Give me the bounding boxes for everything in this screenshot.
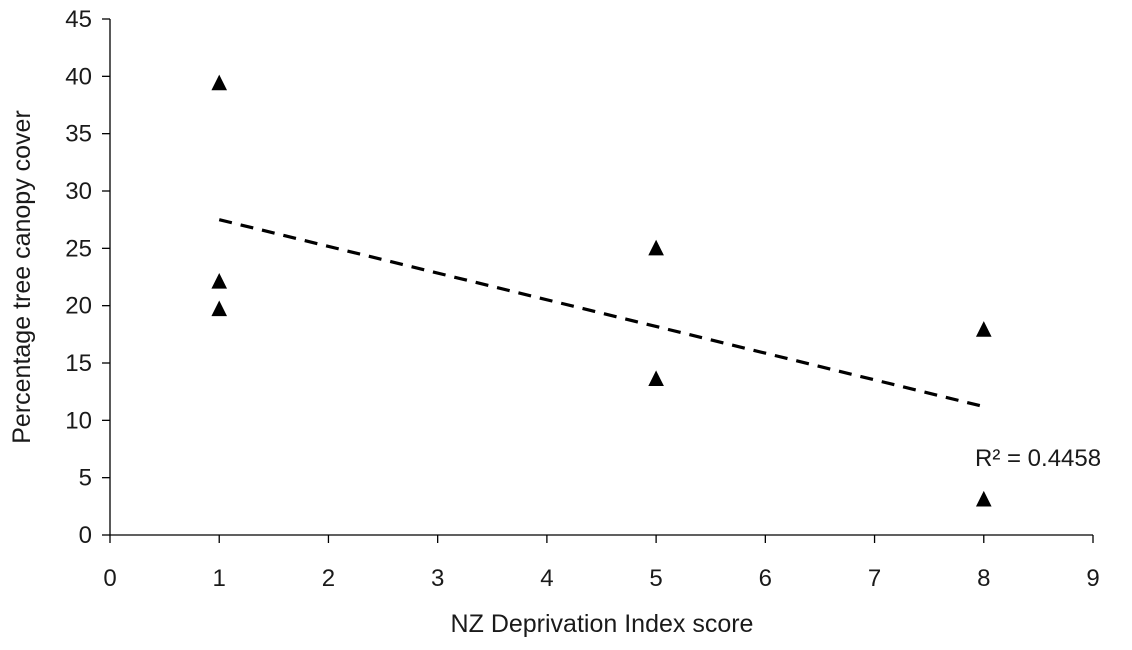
data-point-triangle — [211, 272, 228, 289]
x-axis-title: NZ Deprivation Index score — [451, 610, 754, 638]
data-point-triangle — [648, 239, 664, 256]
r-squared-annotation: R² = 0.4458 — [975, 445, 1101, 472]
x-tick-label: 5 — [649, 565, 662, 592]
x-tick-label: 6 — [759, 565, 772, 592]
x-tick-label: 1 — [213, 565, 226, 592]
data-points — [211, 74, 992, 507]
y-tick-label: 10 — [65, 407, 92, 434]
data-point-triangle — [975, 490, 992, 507]
x-tick-label: 8 — [977, 565, 990, 592]
data-point-triangle — [211, 300, 228, 317]
y-tick-label: 15 — [65, 350, 92, 377]
x-tick-label: 2 — [322, 565, 335, 592]
data-point-triangle — [975, 321, 992, 337]
trendline — [218, 218, 985, 409]
y-tick-label: 35 — [65, 121, 92, 148]
trendline-layer — [218, 218, 985, 409]
x-tick-label: 9 — [1086, 565, 1099, 592]
y-axis-title: Percentage tree canopy cover — [8, 110, 36, 444]
y-tick-label: 20 — [65, 293, 92, 320]
y-tick-label: 30 — [65, 178, 92, 205]
data-point-triangle — [648, 370, 664, 387]
x-tick-label: 4 — [540, 565, 553, 592]
x-tick-label: 3 — [431, 565, 444, 592]
y-tick-label: 5 — [79, 465, 92, 492]
y-tick-label: 0 — [79, 522, 92, 549]
data-point-triangle — [211, 74, 228, 91]
x-tick-label: 7 — [868, 565, 881, 592]
axes — [102, 18, 1094, 543]
y-tick-label: 45 — [65, 6, 92, 33]
y-tick-label: 40 — [65, 63, 92, 90]
y-tick-label: 25 — [65, 235, 92, 262]
x-tick-label: 0 — [103, 565, 116, 592]
